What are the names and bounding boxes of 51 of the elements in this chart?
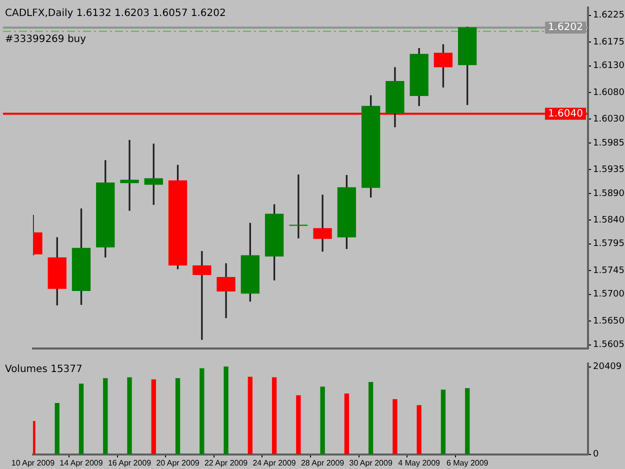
y-tick-label: 1.6130 (593, 61, 625, 72)
bar (392, 399, 398, 454)
bar (248, 376, 253, 454)
bar (103, 378, 108, 454)
bar (368, 382, 374, 454)
y-tick-label: 1.6225 (593, 10, 624, 21)
x-tick-label: 6 May 2009 (446, 458, 489, 468)
bar (465, 388, 470, 454)
y-tick-label: 1.5840 (593, 215, 625, 226)
x-tick-label: 24 Apr 2009 (252, 458, 296, 468)
x-tick-label: 16 Apr 2009 (108, 458, 152, 468)
y-tick-label: 1.6030 (593, 114, 625, 124)
x-tick-label: 30 Apr 2009 (349, 458, 393, 468)
bar (78, 384, 84, 454)
y-tick-label: 1.6080 (593, 88, 625, 98)
x-tick-label: 22 Apr 2009 (204, 458, 248, 468)
bar (54, 402, 60, 454)
bar (320, 386, 325, 454)
bar (272, 377, 277, 454)
ref-line-label: 1.6202 (548, 22, 584, 34)
x-tick-label: 4 May 2009 (398, 458, 441, 468)
y-tick-label: 1.5745 (593, 266, 624, 276)
y-tick-label: 1.5605 (593, 340, 624, 350)
x-tick-label: 14 Apr 2009 (60, 458, 104, 468)
x-tick-label: 28 Apr 2009 (300, 458, 345, 468)
bar (200, 368, 204, 454)
y-tick-label: 0 (593, 450, 599, 460)
bar (440, 390, 446, 454)
y-tick-label: 1.5650 (593, 316, 625, 326)
ref-line-label: #33399269 buy (5, 34, 86, 45)
chart-title: Volumes 15377 (5, 364, 82, 375)
bar (127, 377, 132, 454)
y-tick-label: 20409 (593, 362, 622, 372)
bar (224, 366, 228, 454)
x-tick-label: 20 Apr 2009 (156, 458, 200, 468)
y-tick-label: 1.5935 (593, 164, 624, 175)
x-tick-label: 10 Apr 2009 (11, 458, 56, 468)
bar (175, 378, 180, 454)
candlestick (313, 194, 332, 252)
chart-title: CADLFX,Daily 1.6132 1.6203 1.6057 1.6202 (5, 8, 226, 19)
ref-line-label: 1.6040 (548, 108, 584, 120)
bar (296, 395, 301, 454)
y-tick-label: 1.6175 (593, 37, 624, 48)
candlestick (120, 140, 139, 211)
bar (344, 394, 350, 454)
bar (151, 379, 156, 454)
bar (416, 405, 422, 454)
y-tick-label: 1.5890 (593, 188, 625, 199)
y-tick-label: 1.5985 (593, 138, 624, 148)
y-tick-label: 1.5795 (593, 239, 624, 250)
y-tick-label: 1.5700 (593, 290, 625, 300)
